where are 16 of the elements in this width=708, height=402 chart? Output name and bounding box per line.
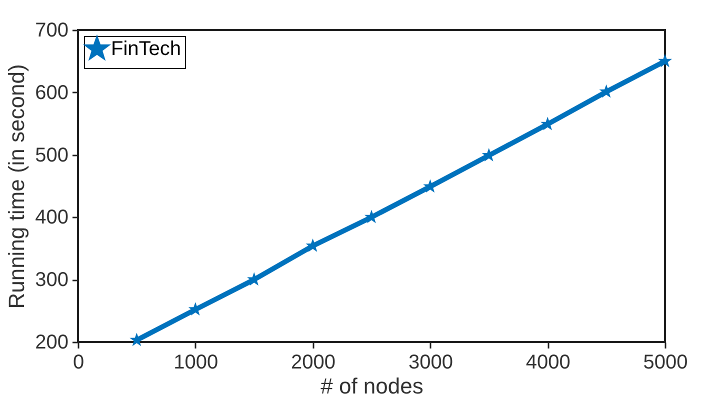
x-tick-label: 4000 [526, 352, 570, 374]
point [658, 54, 672, 68]
y-tick-label: 600 [35, 82, 68, 104]
y-tick-label: 500 [35, 144, 68, 166]
x-tick-label: 0 [72, 352, 84, 374]
legend-label: FinTech [111, 38, 182, 60]
y-axis-title: Running time (in second) [4, 64, 30, 309]
y-tick-label: 200 [35, 332, 68, 354]
y-tick-label: 700 [35, 20, 68, 42]
x-tick-label: 2000 [291, 352, 336, 374]
y-tick-label: 300 [35, 269, 68, 292]
y-tick-label: 400 [35, 206, 68, 229]
x-tick-label: 3000 [408, 352, 453, 374]
x-tick-label: 5000 [643, 352, 688, 374]
x-tick-label: 1000 [174, 352, 218, 374]
x-axis-title: # of nodes [320, 374, 424, 398]
